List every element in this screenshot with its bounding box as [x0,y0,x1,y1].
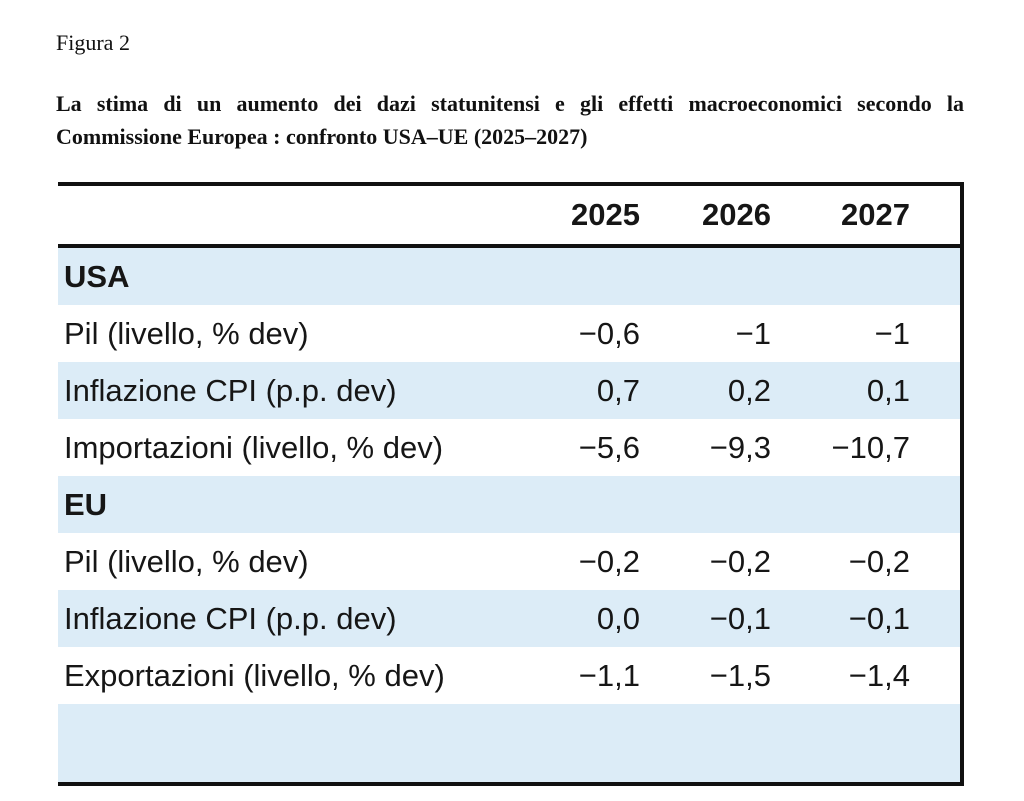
value-2025: 0,7 [596,372,640,408]
row-label: Inflazione CPI (p.p. dev) [64,600,397,636]
table-header-row: 2025 2026 2027 [58,186,960,248]
value-2026: −1,5 [709,657,771,693]
column-header-2025: 2025 [571,197,640,232]
figure-label: Figura 2 [56,30,130,55]
table-row: Exportazioni (livello, % dev) −1,1 −1,5 … [58,647,960,704]
table-row: Pil (livello, % dev) −0,2 −0,2 −0,2 [58,533,960,590]
data-table: 2025 2026 2027 USA Pil (livello, % dev) … [58,182,964,786]
value-2025: −1,1 [578,657,640,693]
value-2026: −9,3 [709,429,771,465]
value-2027: −10,7 [831,429,910,465]
value-2026: 0,2 [727,372,771,408]
row-label: Exportazioni (livello, % dev) [64,657,445,693]
value-2027: −1 [874,315,910,351]
value-2025: −5,6 [578,429,640,465]
section-row-eu: EU [58,476,960,533]
column-header-2026: 2026 [702,197,771,232]
value-2027: −0,1 [848,600,910,636]
value-2025: −0,2 [578,543,640,579]
section-row-usa: USA [58,248,960,305]
value-2025: −0,6 [578,315,640,351]
row-label: Importazioni (livello, % dev) [64,429,444,465]
section-label: EU [64,486,108,522]
row-label: Pil (livello, % dev) [64,543,309,579]
table-row: Inflazione CPI (p.p. dev) 0,7 0,2 0,1 [58,362,960,419]
table-row: Pil (livello, % dev) −0,6 −1 −1 [58,305,960,362]
column-header-2027: 2027 [841,197,910,232]
section-label: USA [64,258,130,294]
value-2026: −1 [735,315,771,351]
row-label: Inflazione CPI (p.p. dev) [64,372,397,408]
value-2025: 0,0 [596,600,640,636]
value-2027: −1,4 [848,657,910,693]
row-label: Pil (livello, % dev) [64,315,309,351]
table-row: Inflazione CPI (p.p. dev) 0,0 −0,1 −0,1 [58,590,960,647]
figure-title: La stima di un aumento dei dazi statunit… [56,91,964,149]
value-2027: −0,2 [848,543,910,579]
value-2026: −0,2 [709,543,771,579]
table-row: Importazioni (livello, % dev) −5,6 −9,3 … [58,419,960,476]
table-footer-band [58,704,960,782]
value-2026: −0,1 [709,600,771,636]
value-2027: 0,1 [866,372,910,408]
